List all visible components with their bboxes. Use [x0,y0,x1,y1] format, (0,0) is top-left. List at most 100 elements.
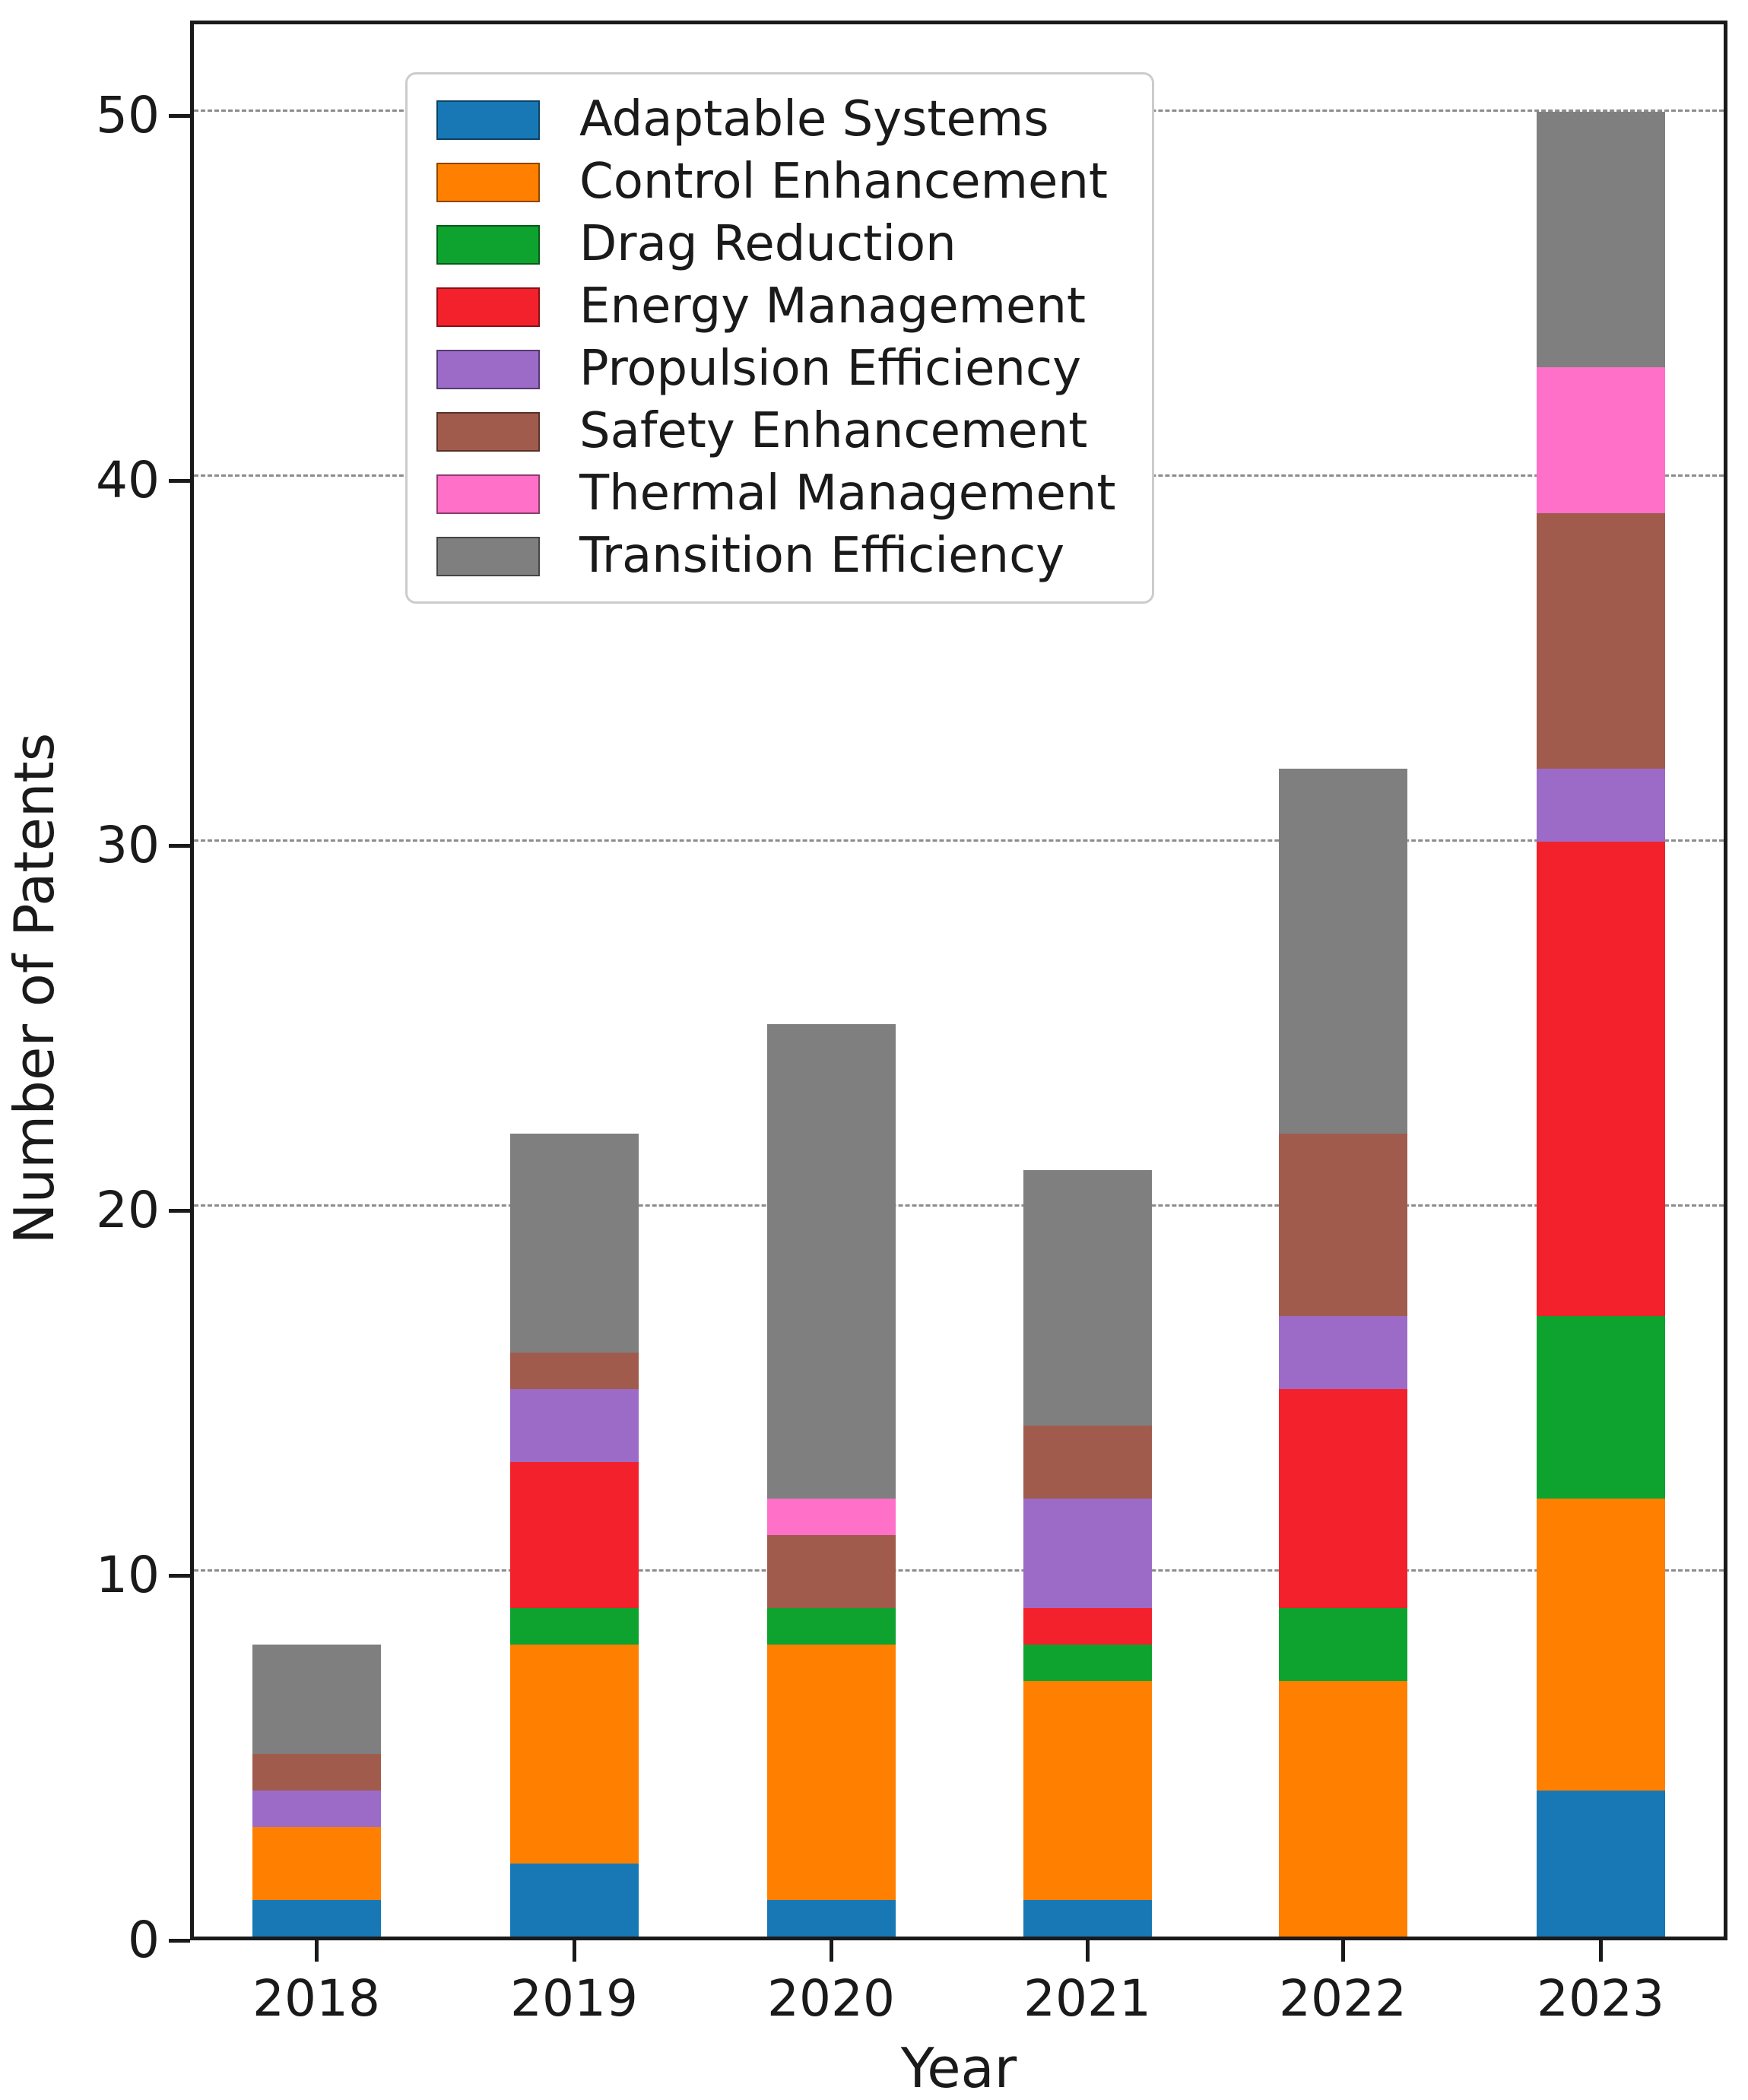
legend-label: Thermal Management [579,465,1116,522]
segment-2021-drag-reduction [1023,1645,1152,1681]
xtick-label-2020: 2020 [767,1969,895,2028]
segment-2022-drag-reduction [1278,1608,1407,1681]
legend-item-thermal-management: Thermal Management [436,468,1129,519]
bar-2018 [252,1645,381,1937]
y-axis-title: Number of Patents [2,732,66,1245]
ytick-label-40: 40 [96,451,160,509]
legend-swatch-icon [436,162,540,202]
legend-item-propulsion-efficiency: Propulsion Efficiency [436,344,1129,395]
segment-2023-transition-efficiency [1536,112,1665,367]
legend-item-energy-management: Energy Management [436,281,1129,332]
segment-2018-propulsion-efficiency [252,1791,381,1827]
segment-2020-control-enhancement [766,1645,896,1900]
segment-2022-control-enhancement [1278,1681,1407,1937]
xtick-label-2022: 2022 [1279,1969,1407,2028]
segment-2019-transition-efficiency [509,1134,639,1353]
ytick-mark-10 [169,1574,190,1578]
segment-2018-adaptable-systems [252,1900,381,1937]
legend-label: Drag Reduction [579,216,956,272]
ytick-label-30: 30 [96,816,160,874]
ytick-mark-30 [169,844,190,848]
legend-item-drag-reduction: Drag Reduction [436,219,1129,270]
segment-2021-safety-enhancement [1023,1426,1152,1499]
gridline-y20 [194,1204,1724,1207]
segment-2019-control-enhancement [509,1645,639,1864]
legend-item-control-enhancement: Control Enhancement [436,157,1129,208]
segment-2020-transition-efficiency [766,1024,896,1499]
legend-label: Energy Management [579,278,1086,335]
segment-2021-propulsion-efficiency [1023,1499,1152,1608]
xtick-mark-2020 [830,1940,833,1962]
gridline-y10 [194,1569,1724,1572]
xtick-label-2019: 2019 [510,1969,638,2028]
legend-item-adaptable-systems: Adaptable Systems [436,94,1129,145]
legend-item-transition-efficiency: Transition Efficiency [436,531,1129,582]
ytick-label-10: 10 [96,1546,160,1604]
segment-2023-safety-enhancement [1536,513,1665,769]
legend-label: Control Enhancement [579,154,1108,210]
segment-2023-adaptable-systems [1536,1791,1665,1937]
bar-2021 [1023,1170,1152,1937]
legend-swatch-icon [436,349,540,389]
legend-label: Propulsion Efficiency [579,341,1081,397]
ytick-mark-0 [169,1939,190,1943]
gridline-y30 [194,839,1724,842]
legend-swatch-icon [436,474,540,514]
xtick-mark-2018 [315,1940,319,1962]
plot-area: Adaptable Systems Control Enhancement Drag… [190,21,1727,1940]
segment-2019-energy-management [509,1462,639,1608]
bar-2023 [1536,112,1665,1937]
segment-2020-safety-enhancement [766,1535,896,1608]
legend-swatch-icon [436,100,540,140]
segment-2021-transition-efficiency [1023,1170,1152,1426]
ytick-mark-50 [169,114,190,118]
segment-2020-drag-reduction [766,1608,896,1645]
ytick-label-0: 0 [128,1911,160,1969]
xtick-label-2021: 2021 [1023,1969,1151,2028]
segment-2021-energy-management [1023,1608,1152,1645]
bar-2019 [509,1134,639,1937]
segment-2021-adaptable-systems [1023,1900,1152,1937]
segment-2023-energy-management [1536,842,1665,1316]
segment-2018-transition-efficiency [252,1645,381,1754]
bar-2020 [766,1024,896,1937]
segment-2022-safety-enhancement [1278,1134,1407,1316]
ytick-label-20: 20 [96,1181,160,1239]
segment-2023-thermal-management [1536,367,1665,513]
segment-2019-adaptable-systems [509,1864,639,1937]
segment-2023-control-enhancement [1536,1499,1665,1791]
legend-label: Adaptable Systems [579,91,1049,148]
segment-2022-propulsion-efficiency [1278,1316,1407,1389]
xtick-mark-2021 [1086,1940,1090,1962]
segment-2020-adaptable-systems [766,1900,896,1937]
legend-swatch-icon [436,411,540,452]
segment-2022-transition-efficiency [1278,769,1407,1134]
segment-2023-drag-reduction [1536,1316,1665,1499]
bar-2022 [1278,769,1407,1937]
xtick-label-2023: 2023 [1537,1969,1664,2028]
ytick-mark-40 [169,479,190,483]
xtick-label-2018: 2018 [252,1969,380,2028]
segment-2020-thermal-management [766,1499,896,1535]
segment-2018-safety-enhancement [252,1754,381,1791]
segment-2022-energy-management [1278,1389,1407,1608]
legend-swatch-icon [436,224,540,265]
xtick-mark-2019 [573,1940,576,1962]
segment-2021-control-enhancement [1023,1681,1152,1900]
segment-2019-drag-reduction [509,1608,639,1645]
legend-label: Safety Enhancement [579,403,1088,459]
ytick-mark-20 [169,1209,190,1213]
ytick-label-50: 50 [96,86,160,144]
xtick-mark-2023 [1599,1940,1603,1962]
x-axis-title: Year [900,2036,1017,2100]
segment-2019-safety-enhancement [509,1353,639,1389]
legend-item-safety-enhancement: Safety Enhancement [436,406,1129,457]
legend-label: Transition Efficiency [579,528,1065,584]
segment-2018-control-enhancement [252,1827,381,1900]
legend-swatch-icon [436,536,540,576]
segment-2019-propulsion-efficiency [509,1389,639,1462]
xtick-mark-2022 [1341,1940,1345,1962]
legend: Adaptable Systems Control Enhancement Drag… [405,72,1154,604]
segment-2023-propulsion-efficiency [1536,769,1665,842]
